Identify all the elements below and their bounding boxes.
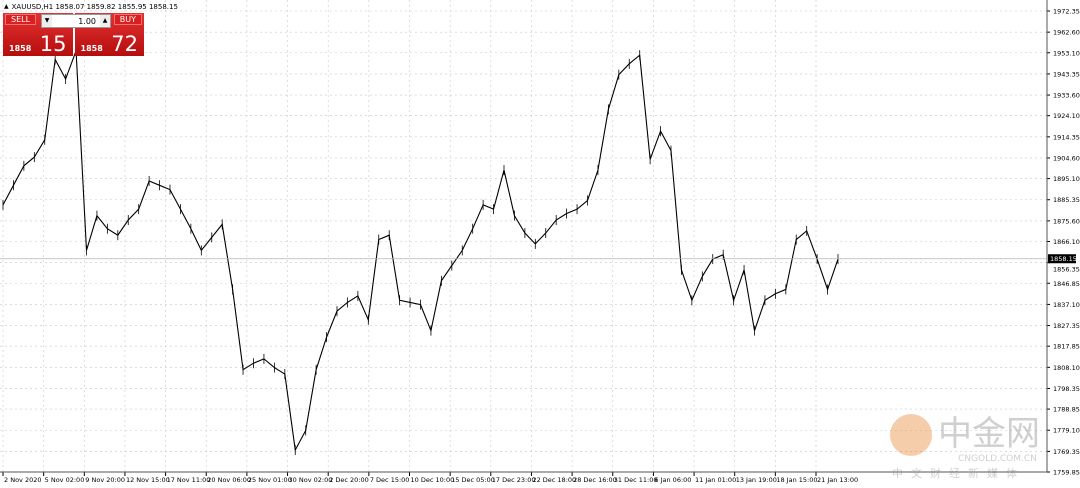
lot-size-stepper[interactable]: ▼ 1.00 ▲ (41, 14, 111, 28)
cngold-logo-icon (890, 414, 932, 456)
x-tick-label: 17 Nov 11:00 (167, 476, 211, 484)
y-tick-label: 1846.85 (1053, 280, 1080, 288)
x-tick-label: 10 Dec 10:00 (411, 476, 455, 484)
y-tick-label: 1914.35 (1053, 133, 1080, 141)
x-tick-label: 2 Nov 2020 (4, 476, 42, 484)
y-tick-label: 1798.35 (1053, 385, 1080, 393)
y-tick-label: 1856.35 (1053, 266, 1080, 274)
x-tick-label: 20 Nov 06:00 (207, 476, 251, 484)
y-tick-label: 1933.60 (1053, 92, 1080, 100)
decrease-lot-icon[interactable]: ▼ (42, 15, 52, 27)
watermark-domain: CNGOLD.COM.CN (958, 454, 1037, 464)
x-tick-label: 13 Jan 19:00 (736, 476, 777, 484)
increase-lot-icon[interactable]: ▲ (100, 15, 110, 27)
chart-header: ▲ XAUUSD,H1 1858.07 1859.82 1855.95 1858… (4, 3, 178, 11)
y-tick-label: 1962.60 (1053, 29, 1080, 37)
plot-area (0, 0, 1047, 472)
x-tick-label: 9 Nov 20:00 (85, 476, 125, 484)
buy-label: BUY (113, 14, 142, 25)
y-tick-label: 1953.10 (1053, 49, 1080, 57)
y-tick-label: 1924.10 (1053, 112, 1080, 120)
current-price-label: 1858.15 (1050, 255, 1077, 263)
x-tick-label: 12 Nov 15:00 (126, 476, 170, 484)
sell-price: 15 (39, 32, 67, 56)
y-tick-label: 1817.85 (1053, 343, 1080, 351)
x-tick-label: 30 Nov 02:00 (289, 476, 333, 484)
sell-label: SELL (5, 14, 37, 25)
x-tick-label: 21 Jan 13:00 (817, 476, 858, 484)
x-tick-label: 15 Dec 05:00 (451, 476, 495, 484)
x-tick-label: 2 Dec 20:00 (329, 476, 369, 484)
y-tick-label: 1972.35 (1053, 8, 1080, 16)
y-tick-label: 1779.10 (1053, 427, 1080, 435)
watermark-brand: 中金网 (938, 414, 1040, 454)
x-tick-label: 5 Nov 02:00 (45, 476, 85, 484)
buy-price-prefix: 1858 (80, 44, 103, 53)
lot-size-input[interactable]: 1.00 (78, 16, 96, 26)
x-tick-label: 28 Dec 16:00 (573, 476, 617, 484)
y-tick-label: 1895.10 (1053, 175, 1080, 183)
x-tick-label: 31 Dec 11:00 (614, 476, 658, 484)
y-tick-label: 1769.35 (1053, 448, 1080, 456)
y-tick-label: 1788.85 (1053, 406, 1080, 414)
y-tick-label: 1943.35 (1053, 70, 1080, 78)
y-tick-label: 1904.60 (1053, 154, 1080, 162)
sell-price-prefix: 1858 (9, 44, 32, 53)
x-tick-label: 17 Dec 23:00 (492, 476, 536, 484)
x-tick-label: 25 Nov 01:00 (248, 476, 292, 484)
y-tick-label: 1837.10 (1053, 301, 1080, 309)
collapse-triangle-icon[interactable]: ▲ (4, 3, 9, 10)
buy-price: 72 (111, 32, 138, 56)
one-click-trading-panel: SELL 1858 15 BUY 1858 72 ▼ 1.00 ▲ (3, 13, 144, 56)
watermark: 中金网 CNGOLD.COM.CN 中文财经新媒体 (888, 412, 1044, 482)
y-tick-label: 1866.10 (1053, 238, 1080, 246)
y-tick-label: 1875.60 (1053, 217, 1080, 225)
x-tick-label: 22 Dec 18:00 (532, 476, 576, 484)
current-price-box (1048, 254, 1076, 264)
y-tick-label: 1808.10 (1053, 364, 1080, 372)
y-tick-label: 1759.85 (1053, 469, 1080, 477)
y-tick-label: 1827.35 (1053, 322, 1080, 330)
watermark-slogan: 中文财经新媒体 (892, 467, 1025, 480)
symbol-info: XAUUSD,H1 1858.07 1859.82 1855.95 1858.1… (11, 3, 178, 11)
x-tick-label: 7 Dec 15:00 (370, 476, 410, 484)
x-tick-label: 6 Jan 06:00 (654, 476, 691, 484)
y-tick-label: 1885.35 (1053, 196, 1080, 204)
x-tick-label: 11 Jan 01:00 (695, 476, 736, 484)
x-tick-label: 18 Jan 15:00 (776, 476, 817, 484)
